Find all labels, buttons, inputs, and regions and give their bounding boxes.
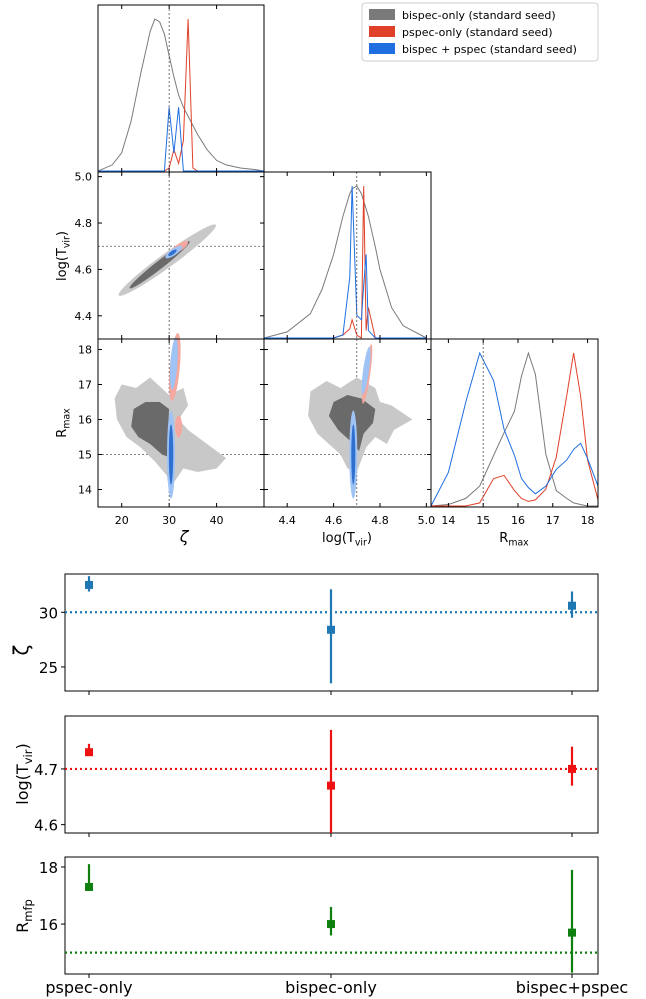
bispec-68 [131,402,174,458]
legend-swatch [369,26,395,37]
x-tick-label: 20 [115,514,129,527]
y-tick-label: 5.0 [75,171,93,184]
data-point [327,920,335,929]
marginal-1 [264,172,427,339]
y-axis-label-Rmax: Rmax [55,408,72,438]
y-tick-label: 14 [78,484,92,497]
category-label: bispec+pspec [516,978,628,997]
y-tick-label: 18 [39,859,58,877]
category-label: bispec-only [285,978,377,997]
x-axis-label-Rmax-sub: max [508,537,529,548]
panel-frame-1-1 [263,171,432,340]
x-tick-label: 40 [210,514,224,527]
combined-68 [168,424,174,485]
x-tick-label: 16 [511,514,525,527]
y-tick-label: 16 [39,916,58,934]
data-point [327,625,335,634]
x-axis-label-logTvir-main: log(T [322,531,355,546]
x-axis-label-Rmax: Rmax [499,531,529,548]
data-point [568,601,576,610]
category-label: pspec-only [45,978,132,997]
y-tick-label: 30 [39,604,58,622]
data-point [85,748,93,757]
marginal-2 [431,339,598,507]
legend-label: bispec + pspec (standard seed) [402,43,577,56]
data-point [85,580,93,589]
pspec-95-low [175,415,183,438]
x-tick-label: 18 [581,514,595,527]
y-axis-label-logTvir-main: log(T [55,248,70,281]
y-tick-label: 15 [78,449,92,462]
ylabel-logTvir-main: log(T [13,764,32,805]
data-point [568,928,576,937]
y-axis-label-logTvir-close: ) [55,231,70,236]
y-axis-label-logTvir-sub: vir [61,236,72,248]
ylabel-logTvir-sub: vir [21,749,35,764]
x-axis-label-zeta: ζ [179,527,190,546]
y-tick-label: 16 [78,414,92,427]
legend-frame [361,2,599,62]
panel-frame-2-2 [430,338,599,508]
y-tick-label: 17 [78,379,92,392]
ylabel-Rmfp-sub: mfp [21,899,35,922]
combined-95-high [361,346,371,395]
legend-swatch [369,9,395,20]
x-axis-label-logTvir-close: ) [367,531,372,546]
ylabel-logTvir-close: ) [13,743,32,749]
x-axis-label-logTvir-sub: vir [355,537,367,548]
ylabel-logTvir: log(Tvir) [13,743,35,804]
y-axis-label-logTvir: log(Tvir) [55,231,72,281]
combined-95-high [169,337,178,390]
x-tick-label: 4.4 [278,514,296,527]
x-tick-label: 5.0 [418,514,436,527]
x-tick-label: 14 [441,514,455,527]
y-tick-label: 4.6 [75,263,93,276]
legend: bispec-only (standard seed) pspec-only (s… [361,2,599,62]
y-tick-label: 4.7 [34,761,58,779]
bispec-curve [264,185,427,339]
marginal-0 [98,5,264,172]
combined-curve [264,185,427,339]
x-tick-label: 15 [476,514,490,527]
x-tick-label: 4.8 [371,514,389,527]
y-tick-label: 4.8 [75,217,93,230]
y-tick-label: 4.6 [34,817,58,835]
bispec-curve [431,351,598,507]
x-tick-label: 17 [546,514,560,527]
x-axis-label-logTvir: log(Tvir) [322,531,372,548]
data-point [85,882,93,891]
combined-curve [431,351,598,507]
legend-label: pspec-only (standard seed) [402,26,553,39]
pspec-curve [431,352,598,507]
legend-label: bispec-only (standard seed) [402,9,556,22]
combined-68 [168,249,177,256]
errorbar-panel-0: 25 30 [39,573,599,695]
x-tick-label: 30 [162,514,176,527]
x-axis-label-Rmax-main: R [499,531,508,546]
combined-68 [351,424,356,485]
legend-swatch [369,43,395,54]
x-tick-label: 4.6 [325,514,343,527]
bispec-curve [98,18,264,172]
ylabel-Rmfp: Rmfp [13,899,35,933]
panel-frame-0-0 [97,4,265,173]
data-point [327,781,335,790]
y-tick-label: 25 [39,659,58,677]
data-point [568,764,576,773]
y-axis-label-Rmax-main: R [55,429,70,438]
y-tick-label: 18 [78,344,92,357]
errorbar-panel-1: 4.6 4.7 [34,715,599,837]
combined-curve [98,107,264,172]
y-tick-label: 4.4 [75,310,93,323]
y-axis-label-Rmax-sub: max [61,408,72,429]
ylabel-Rmfp-main: R [13,922,32,933]
ylabel-zeta: ζ [9,645,33,656]
